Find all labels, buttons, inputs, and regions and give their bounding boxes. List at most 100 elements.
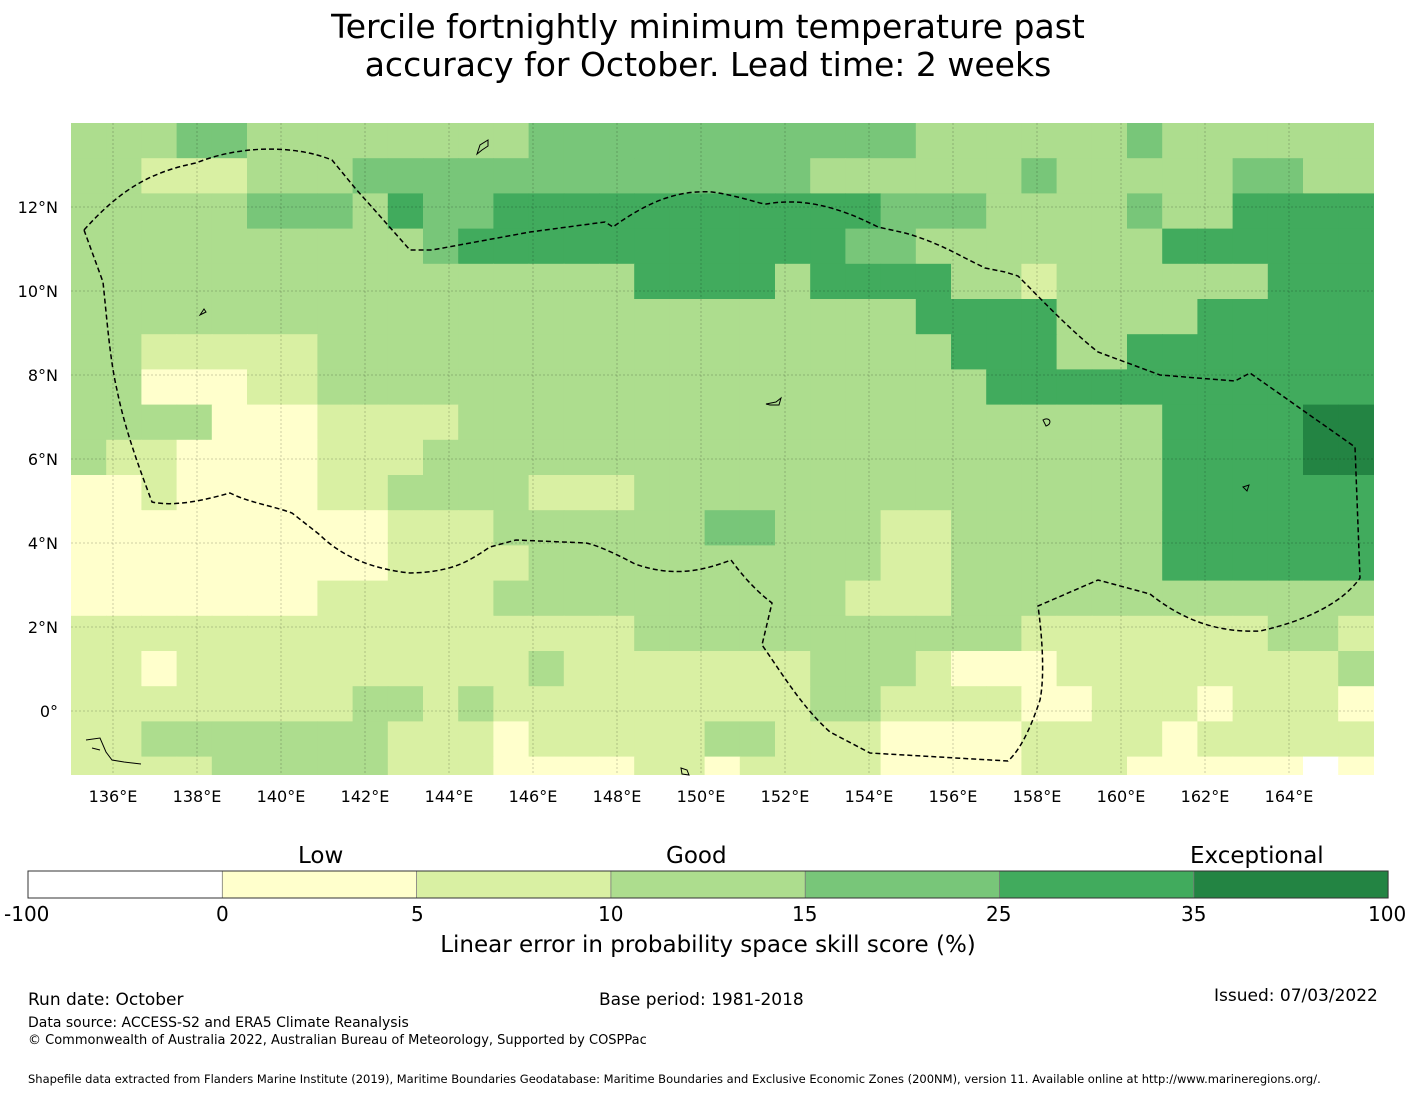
skill-cell <box>986 545 1022 582</box>
skill-cell <box>493 369 530 406</box>
skill-cell <box>176 510 213 546</box>
skill-cell <box>71 686 107 722</box>
skill-cell <box>880 686 917 722</box>
skill-cell <box>775 510 811 546</box>
skill-cell <box>880 439 917 476</box>
skill-cell <box>599 615 635 652</box>
colorbar-segment <box>999 871 1194 898</box>
skill-cell <box>176 404 213 441</box>
skill-cell <box>845 123 882 159</box>
skill-cell <box>669 369 706 406</box>
skill-cell <box>528 404 565 441</box>
skill-cell <box>1197 475 1234 511</box>
skill-cell <box>458 334 494 370</box>
skill-cell <box>141 545 178 582</box>
skill-cell <box>247 263 283 300</box>
skill-cell <box>458 686 494 722</box>
skill-cell <box>387 615 424 652</box>
skill-cell <box>1232 510 1269 546</box>
skill-cell <box>1267 299 1304 335</box>
skill-cell <box>599 721 635 758</box>
skill-cell <box>951 158 987 194</box>
skill-cell <box>423 756 459 775</box>
skill-cell <box>493 615 530 652</box>
skill-cell <box>352 545 389 582</box>
skill-cell <box>599 193 635 230</box>
skill-cell <box>986 580 1022 617</box>
skill-cell <box>493 651 530 687</box>
skill-cell <box>1091 439 1128 476</box>
skill-cell <box>634 545 670 582</box>
skill-cell <box>528 193 565 230</box>
skill-cell <box>1056 580 1093 617</box>
skill-cell <box>739 475 776 511</box>
skill-cell <box>563 475 600 511</box>
skill-cell <box>352 404 389 441</box>
skill-cell <box>317 756 354 775</box>
skill-cell <box>71 369 107 406</box>
skill-cell <box>387 299 424 335</box>
skill-cell <box>1091 721 1128 758</box>
skill-cell <box>528 721 565 758</box>
colorbar-tick-label: 15 <box>792 902 818 926</box>
longitude-tick-label: 140°E <box>257 787 306 806</box>
skill-cell <box>845 193 882 230</box>
skill-cell <box>106 756 142 775</box>
skill-cell <box>1091 510 1128 546</box>
skill-cell <box>986 369 1022 406</box>
skill-cell <box>176 580 213 617</box>
skill-cell <box>1021 686 1058 722</box>
skill-cell <box>1021 651 1058 687</box>
skill-cell <box>282 475 318 511</box>
skill-cell <box>634 158 670 194</box>
skill-cell <box>317 228 354 265</box>
skill-cell <box>528 369 565 406</box>
skill-cell <box>951 299 987 335</box>
skill-cell <box>1197 721 1234 758</box>
skill-cell <box>528 651 565 687</box>
skill-cell <box>1267 686 1304 722</box>
skill-cell <box>352 615 389 652</box>
skill-cell <box>563 263 600 300</box>
skill-cell <box>493 123 530 159</box>
skill-cell <box>775 404 811 441</box>
skill-cell <box>1127 369 1163 406</box>
skill-cell <box>599 404 635 441</box>
skill-cell <box>1267 580 1304 617</box>
skill-cell <box>1303 439 1339 476</box>
skill-cell <box>1197 299 1234 335</box>
skill-cell <box>211 580 248 617</box>
skill-cell <box>810 686 846 722</box>
skill-cell <box>493 263 530 300</box>
skill-cell <box>1197 158 1234 194</box>
skill-cell <box>599 299 635 335</box>
skill-cell <box>1127 580 1163 617</box>
skill-cell <box>1127 475 1163 511</box>
skill-cell <box>845 334 882 370</box>
skill-cell <box>493 158 530 194</box>
skill-cell <box>880 580 917 617</box>
skill-cell <box>1162 334 1198 370</box>
skill-cell <box>528 123 565 159</box>
skill-cell <box>352 756 389 775</box>
colorbar-tick-label: 5 <box>411 902 424 926</box>
skill-cell <box>352 580 389 617</box>
skill-cell <box>1021 299 1058 335</box>
copyright: © Commonwealth of Australia 2022, Austra… <box>28 1033 647 1048</box>
skill-cell <box>951 369 987 406</box>
skill-cell <box>669 123 706 159</box>
skill-cell <box>317 475 354 511</box>
skill-cell <box>352 228 389 265</box>
skill-cell <box>282 123 318 159</box>
skill-cell <box>106 228 142 265</box>
skill-cell <box>1162 510 1198 546</box>
skill-cell <box>986 756 1022 775</box>
latitude-tick-label: 10°N <box>18 282 58 301</box>
skill-cell <box>669 299 706 335</box>
skill-cell <box>71 756 107 775</box>
skill-cell <box>775 615 811 652</box>
colorbar-segment <box>28 871 223 898</box>
skill-cell <box>1232 369 1269 406</box>
skill-cell <box>599 158 635 194</box>
skill-cell <box>1267 228 1304 265</box>
